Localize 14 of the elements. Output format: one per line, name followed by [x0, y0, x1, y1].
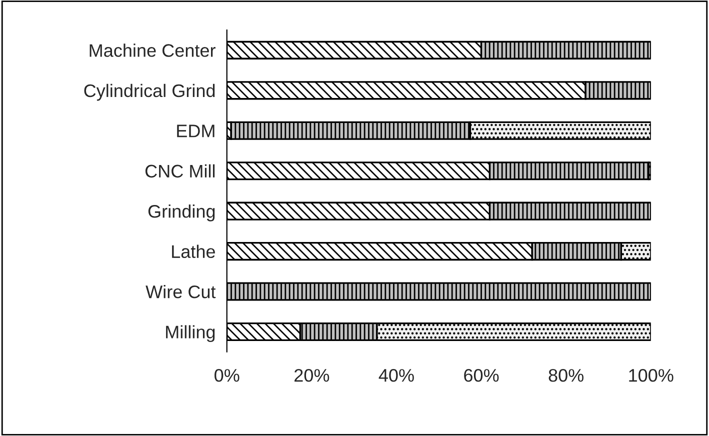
x-tick-label: 0%: [214, 368, 240, 382]
y-tick-label: Milling: [166, 325, 215, 342]
x-tick-label: 40%: [378, 368, 414, 382]
x-tick-label: 100%: [629, 368, 674, 382]
y-tick-label: CNC Mill: [145, 164, 215, 178]
x-tick-label: 60%: [464, 368, 499, 382]
y-tick-label: EDM: [177, 124, 214, 138]
y-tick-label: Wire Cut: [146, 284, 216, 298]
x-tick-label: 80%: [548, 368, 584, 382]
y-tick-label: Machine Center: [90, 44, 216, 57]
y-tick-label: Lathe: [172, 244, 215, 258]
x-tick-label: 20%: [294, 368, 330, 382]
y-tick-label: Cylindrical Grind: [84, 84, 215, 101]
y-tick-label: Grinding: [148, 204, 215, 222]
